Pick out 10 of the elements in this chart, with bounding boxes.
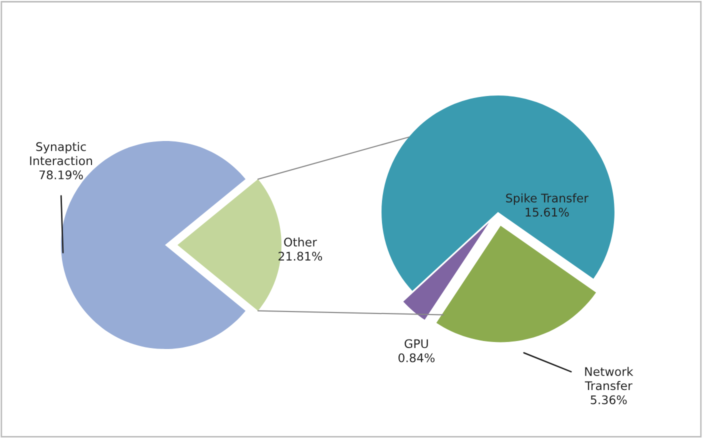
data-label: 0.84% xyxy=(398,353,435,362)
data-label: 21.81% xyxy=(278,252,322,261)
slice-label: Spike Transfer xyxy=(506,193,588,205)
slice-label: GPU xyxy=(404,339,428,348)
data-label: 5.36% xyxy=(590,395,627,404)
slice-label: Synaptic Interaction xyxy=(30,142,92,166)
data-label: 78.19% xyxy=(39,170,83,180)
data-label: 15.61% xyxy=(526,208,569,217)
slice-label: Other xyxy=(284,237,317,247)
slice-label: Network Transfer xyxy=(584,366,634,390)
